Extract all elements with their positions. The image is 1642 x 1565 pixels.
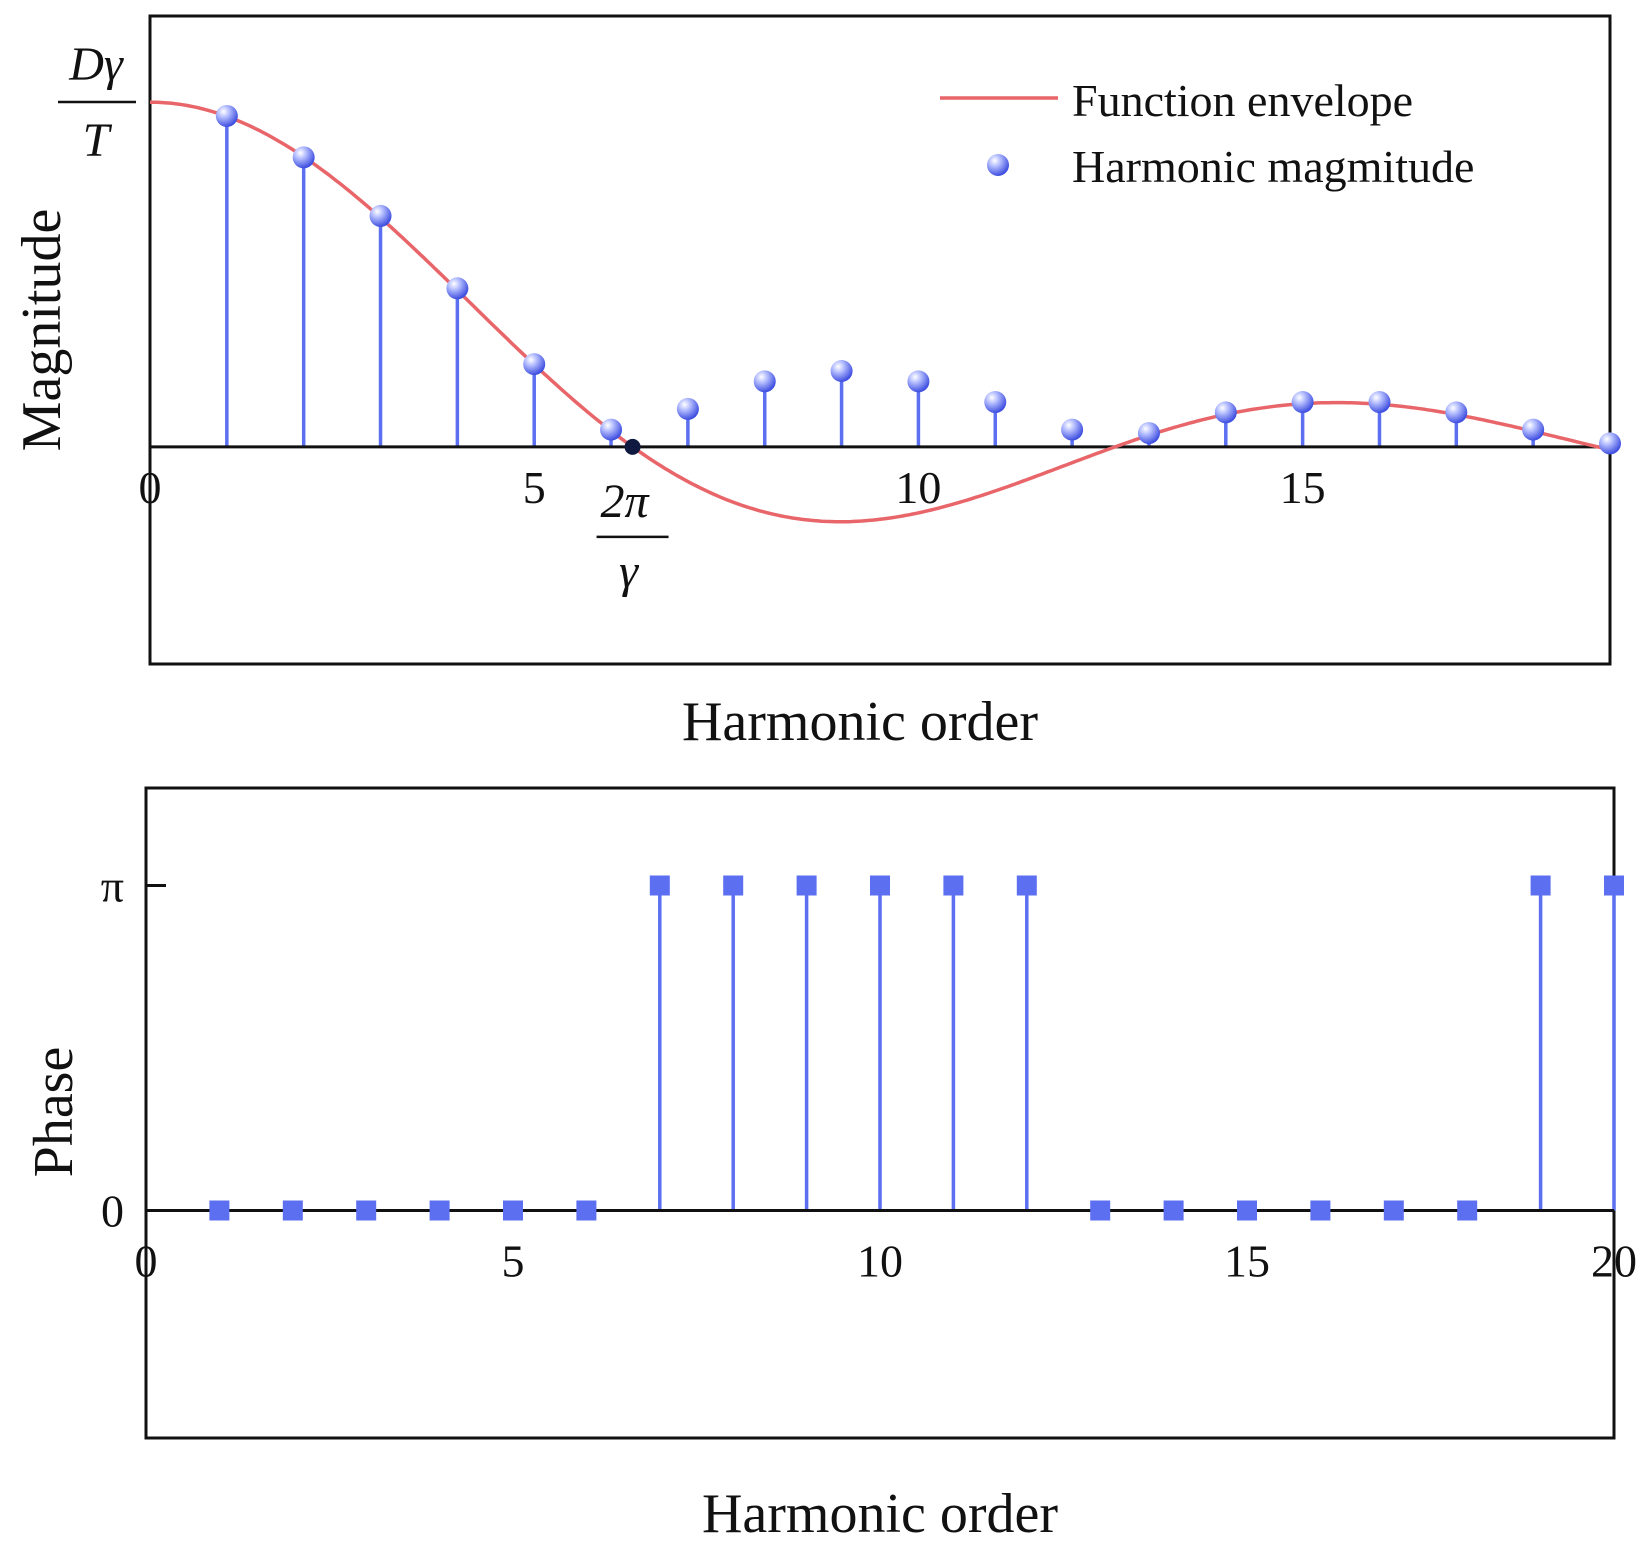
phase-marker bbox=[1530, 875, 1551, 896]
magnitude-marker bbox=[1599, 432, 1621, 455]
y-tick-denominator: T bbox=[83, 114, 113, 167]
magnitude-marker bbox=[446, 277, 469, 300]
phase-x-tick-label: 15 bbox=[1224, 1236, 1270, 1287]
phase-y-ticks: 0π bbox=[101, 861, 166, 1237]
magnitude-marker bbox=[753, 370, 776, 393]
phase-x-tick-label: 20 bbox=[1591, 1236, 1637, 1287]
phase-y-axis-title: Phase bbox=[23, 1047, 85, 1178]
magnitude-markers bbox=[215, 104, 1621, 455]
phase-marker bbox=[1237, 1200, 1257, 1221]
magnitude-marker bbox=[1445, 401, 1468, 424]
magnitude-marker bbox=[369, 204, 392, 227]
phase-marker bbox=[503, 1200, 523, 1221]
magnitude-y-axis-title: Magnitude bbox=[11, 209, 73, 452]
phase-x-tick-label: 10 bbox=[857, 1236, 903, 1287]
magnitude-x-tick-labels: 0 5 10 15 bbox=[139, 462, 1326, 513]
phase-marker bbox=[429, 1200, 450, 1221]
phase-marker bbox=[576, 1200, 597, 1221]
legend: Function envelope Harmonic magmitude bbox=[940, 75, 1474, 192]
phase-y-tick-label: π bbox=[101, 861, 124, 912]
function-envelope-line bbox=[150, 100, 1611, 524]
phase-marker bbox=[1016, 875, 1037, 896]
magnitude-marker bbox=[984, 391, 1007, 414]
phase-marker bbox=[1457, 1200, 1478, 1221]
phase-markers bbox=[209, 875, 1624, 1221]
zero-crossing-numerator: 2π bbox=[601, 475, 651, 528]
legend-marker-swatch bbox=[987, 154, 1009, 176]
zero-crossing-label: 2π γ bbox=[596, 475, 669, 598]
phase-panel: Phase Harmonic order 0π 0 5 10 15 20 bbox=[23, 786, 1638, 1545]
magnitude-marker bbox=[907, 370, 930, 393]
magnitude-marker bbox=[676, 397, 699, 420]
legend-marker-label: Harmonic magmitude bbox=[1072, 141, 1474, 192]
phase-x-axis-title: Harmonic order bbox=[702, 1483, 1058, 1545]
phase-marker bbox=[870, 875, 890, 896]
magnitude-marker bbox=[1291, 391, 1314, 414]
phase-marker bbox=[723, 875, 744, 896]
phase-x-tick-label: 0 bbox=[135, 1236, 158, 1287]
magnitude-marker bbox=[523, 353, 546, 376]
magnitude-panel: Dγ T Magnitude Harmonic order 0 5 10 15 2π … bbox=[11, 14, 1621, 753]
phase-x-tick-label: 5 bbox=[502, 1236, 525, 1287]
phase-marker bbox=[1310, 1200, 1331, 1221]
phase-x-tick-labels: 0 5 10 15 20 bbox=[135, 1236, 1638, 1287]
phase-marker bbox=[282, 1200, 303, 1221]
phase-marker bbox=[209, 1200, 230, 1221]
magnitude-marker bbox=[1214, 401, 1237, 424]
phase-marker bbox=[1090, 1200, 1111, 1221]
zero-crossing-point bbox=[624, 438, 641, 455]
magnitude-marker bbox=[292, 146, 315, 169]
magnitude-marker bbox=[600, 418, 623, 441]
magnitude-marker bbox=[1061, 418, 1084, 441]
magnitude-marker bbox=[830, 360, 853, 383]
phase-marker bbox=[649, 875, 670, 896]
y-tick-numerator: Dγ bbox=[68, 38, 124, 91]
magnitude-x-tick-label: 5 bbox=[523, 462, 546, 513]
magnitude-x-tick-label: 0 bbox=[139, 462, 162, 513]
zero-crossing-denominator: γ bbox=[619, 545, 639, 598]
magnitude-x-tick-label: 10 bbox=[895, 462, 941, 513]
phase-marker bbox=[943, 875, 964, 896]
magnitude-x-tick-label: 15 bbox=[1280, 462, 1326, 513]
magnitude-marker bbox=[1137, 422, 1160, 445]
phase-y-tick-label: 0 bbox=[101, 1186, 124, 1237]
magnitude-x-axis-title: Harmonic order bbox=[682, 691, 1038, 753]
phase-marker bbox=[1163, 1200, 1184, 1221]
phase-marker bbox=[796, 875, 817, 896]
legend-envelope-label: Function envelope bbox=[1072, 75, 1413, 126]
phase-marker bbox=[1604, 875, 1624, 896]
phase-marker bbox=[356, 1200, 377, 1221]
magnitude-marker bbox=[1368, 391, 1391, 414]
magnitude-y-tick-label: Dγ T bbox=[58, 38, 136, 167]
magnitude-marker bbox=[215, 104, 238, 127]
magnitude-marker bbox=[1522, 418, 1545, 441]
magnitude-plot-frame bbox=[148, 14, 1612, 666]
phase-marker bbox=[1383, 1200, 1404, 1221]
phase-stems bbox=[658, 885, 1616, 1211]
